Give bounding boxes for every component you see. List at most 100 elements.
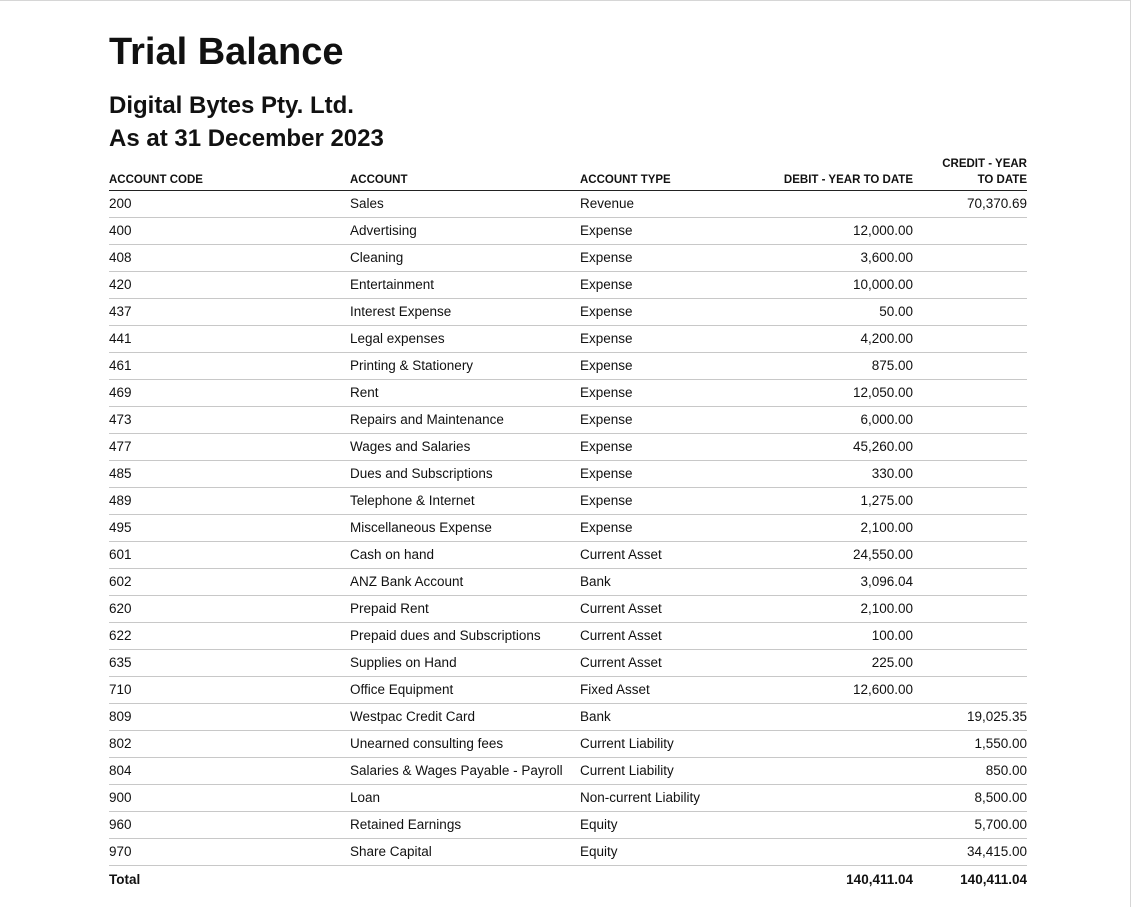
cell-account-type: Non-current Liability [580, 784, 730, 812]
cell-account-type: Expense [580, 325, 730, 353]
cell-account-type: Equity [580, 838, 730, 866]
cell-debit: 4,200.00 [730, 325, 913, 353]
cell-account-code: 495 [109, 514, 350, 542]
organisation-name: Digital Bytes Pty. Ltd. [109, 92, 354, 119]
cell-account-type: Bank [580, 703, 730, 731]
cell-credit [913, 298, 1027, 326]
cell-account-name: Rent [350, 379, 580, 407]
cell-credit [913, 433, 1027, 461]
cell-account-type: Expense [580, 352, 730, 380]
table-row: 900 Loan Non-current Liability 8,500.00 [109, 784, 1027, 812]
cell-debit [730, 838, 913, 866]
cell-debit [730, 757, 913, 785]
table-row: 802 Unearned consulting fees Current Liabi… [109, 730, 1027, 758]
cell-credit [913, 568, 1027, 596]
cell-account-type: Expense [580, 460, 730, 488]
cell-account-type: Expense [580, 298, 730, 326]
table-header: ACCOUNT CODE ACCOUNT ACCOUNT TYPE DEBIT … [109, 154, 1027, 191]
cell-account-code: 200 [109, 190, 350, 218]
cell-account-code: 477 [109, 433, 350, 461]
cell-account-name: Retained Earnings [350, 811, 580, 839]
cell-credit: 19,025.35 [913, 703, 1027, 731]
table-row: 408 Cleaning Expense 3,600.00 [109, 244, 1027, 272]
table-footer: Total 140,411.04 140,411.04 [109, 866, 1027, 894]
cell-account-type: Current Asset [580, 595, 730, 623]
column-header-account: ACCOUNT [350, 154, 580, 191]
total-credit: 140,411.04 [960, 872, 1027, 887]
cell-debit: 2,100.00 [730, 514, 913, 542]
cell-account-type: Expense [580, 217, 730, 245]
cell-account-name: Interest Expense [350, 298, 580, 326]
cell-credit: 34,415.00 [913, 838, 1027, 866]
cell-account-type: Expense [580, 271, 730, 299]
cell-account-code: 420 [109, 271, 350, 299]
total-label: Total [109, 872, 141, 887]
cell-account-name: ANZ Bank Account [350, 568, 580, 596]
table-row: 441 Legal expenses Expense 4,200.00 [109, 325, 1027, 353]
cell-account-code: 437 [109, 298, 350, 326]
table-row: 489 Telephone & Internet Expense 1,275.00 [109, 487, 1027, 515]
cell-account-name: Westpac Credit Card [350, 703, 580, 731]
cell-debit: 2,100.00 [730, 595, 913, 623]
cell-credit [913, 595, 1027, 623]
cell-account-name: Dues and Subscriptions [350, 460, 580, 488]
cell-credit [913, 352, 1027, 380]
cell-account-name: Telephone & Internet [350, 487, 580, 515]
cell-debit [730, 190, 913, 218]
table-row: 495 Miscellaneous Expense Expense 2,100.00 [109, 514, 1027, 542]
cell-account-code: 710 [109, 676, 350, 704]
cell-account-code: 408 [109, 244, 350, 272]
cell-debit: 12,000.00 [730, 217, 913, 245]
cell-credit [913, 460, 1027, 488]
cell-credit [913, 487, 1027, 515]
cell-account-code: 602 [109, 568, 350, 596]
cell-debit: 12,050.00 [730, 379, 913, 407]
table-row: 809 Westpac Credit Card Bank 19,025.35 [109, 703, 1027, 731]
cell-account-name: Miscellaneous Expense [350, 514, 580, 542]
cell-account-name: Legal expenses [350, 325, 580, 353]
table-row: 400 Advertising Expense 12,000.00 [109, 217, 1027, 245]
cell-account-code: 400 [109, 217, 350, 245]
cell-debit: 330.00 [730, 460, 913, 488]
cell-account-code: 622 [109, 622, 350, 650]
cell-account-name: Loan [350, 784, 580, 812]
table-row: 804 Salaries & Wages Payable - Payroll Cur… [109, 757, 1027, 785]
cell-account-type: Current Asset [580, 622, 730, 650]
table-row: 620 Prepaid Rent Current Asset 2,100.00 [109, 595, 1027, 623]
table-row: 960 Retained Earnings Equity 5,700.00 [109, 811, 1027, 839]
cell-debit: 225.00 [730, 649, 913, 677]
cell-debit: 3,096.04 [730, 568, 913, 596]
cell-account-type: Bank [580, 568, 730, 596]
table-row: 420 Entertainment Expense 10,000.00 [109, 271, 1027, 299]
cell-account-type: Current Liability [580, 730, 730, 758]
cell-debit: 1,275.00 [730, 487, 913, 515]
table-row: 461 Printing & Stationery Expense 875.00 [109, 352, 1027, 380]
cell-credit [913, 514, 1027, 542]
cell-debit: 100.00 [730, 622, 913, 650]
cell-account-type: Expense [580, 406, 730, 434]
cell-credit [913, 406, 1027, 434]
cell-account-type: Current Asset [580, 649, 730, 677]
cell-credit [913, 244, 1027, 272]
table-row: 970 Share Capital Equity 34,415.00 [109, 838, 1027, 866]
total-spacer [580, 866, 730, 894]
cell-debit: 10,000.00 [730, 271, 913, 299]
cell-credit: 1,550.00 [913, 730, 1027, 758]
cell-account-type: Current Liability [580, 757, 730, 785]
cell-credit: 850.00 [913, 757, 1027, 785]
cell-account-type: Expense [580, 487, 730, 515]
cell-account-code: 635 [109, 649, 350, 677]
cell-account-name: Office Equipment [350, 676, 580, 704]
cell-debit: 50.00 [730, 298, 913, 326]
total-spacer [350, 866, 580, 894]
cell-debit [730, 811, 913, 839]
total-row: Total 140,411.04 140,411.04 [109, 866, 1027, 894]
cell-account-name: Sales [350, 190, 580, 218]
report-title: Trial Balance [109, 31, 344, 73]
cell-account-type: Revenue [580, 190, 730, 218]
column-header-account-code: ACCOUNT CODE [109, 154, 350, 191]
cell-account-name: Unearned consulting fees [350, 730, 580, 758]
table-row: 601 Cash on hand Current Asset 24,550.00 [109, 541, 1027, 569]
cell-account-name: Repairs and Maintenance [350, 406, 580, 434]
table-body: 200 Sales Revenue 70,370.69 400 Advertising Ex… [109, 190, 1027, 866]
